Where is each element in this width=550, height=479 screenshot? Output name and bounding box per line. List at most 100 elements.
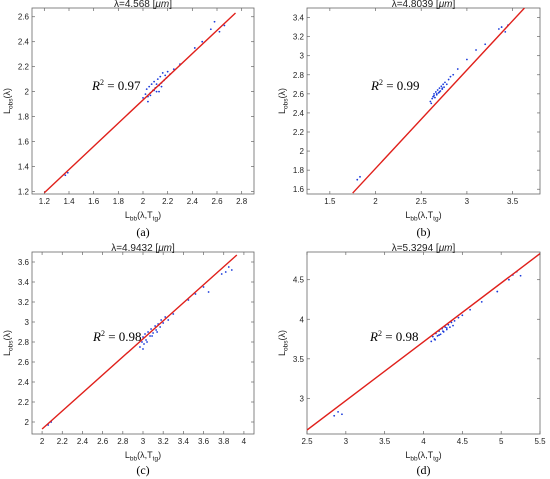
data-point [207, 291, 210, 293]
data-point [213, 20, 216, 23]
data-point [164, 316, 167, 318]
r-squared-annotation: R2 = 0.99 [370, 78, 420, 93]
data-point [431, 335, 434, 338]
x-tick-label: 2.6 [97, 437, 109, 446]
chart-title: λ=4.568 [μm] [114, 0, 172, 10]
data-point [453, 319, 456, 322]
chart-title: λ=4.9432 [μm] [111, 243, 175, 254]
data-point [440, 85, 443, 88]
x-tick-label: 2.5 [416, 197, 428, 206]
y-tick-label: 2.4 [293, 109, 305, 118]
data-point [456, 68, 459, 70]
x-tick-label: 3.2 [158, 437, 170, 446]
data-point [452, 324, 454, 327]
x-tick-label: 1.8 [113, 197, 125, 206]
plot-area-c [31, 251, 255, 435]
data-point [156, 331, 159, 333]
data-point [333, 414, 336, 417]
x-tick-label: 2 [141, 197, 146, 206]
chart-title: λ=5.3294 [μm] [392, 243, 456, 254]
x-tick-label: 5.5 [534, 437, 546, 446]
y-tick-label: 2.8 [293, 71, 305, 80]
r-squared-annotation: R2 = 0.97 [91, 78, 141, 93]
data-point [443, 86, 445, 89]
chart-title: λ=4.8039 [μm] [392, 0, 456, 10]
data-point [154, 325, 157, 327]
data-point [433, 92, 435, 95]
data-point [143, 343, 145, 345]
y-axis-label: Lobs(λ) [277, 330, 290, 356]
x-tick-label: 2.8 [236, 197, 248, 206]
data-point [145, 339, 147, 341]
data-point [449, 75, 452, 78]
y-tick-label: 1.4 [18, 163, 30, 172]
x-tick-label: 2 [40, 437, 45, 446]
data-point [153, 80, 156, 83]
data-point [155, 329, 158, 331]
data-point [444, 326, 447, 329]
data-point [504, 30, 507, 33]
r-squared-annotation: R2 = 0.98 [92, 329, 142, 344]
scatter-series-c [47, 266, 233, 426]
y-tick-label: 2.8 [18, 338, 30, 347]
y-tick-label: 3.2 [18, 298, 30, 307]
data-point [442, 83, 445, 86]
x-tick-label: 2.4 [187, 197, 199, 206]
data-point [151, 335, 153, 337]
y-tick-label: 3.6 [18, 258, 30, 267]
x-tick-label: 4.5 [457, 437, 469, 446]
data-point [156, 78, 159, 81]
fit-line [352, 8, 525, 194]
data-point [209, 28, 212, 31]
data-point [519, 274, 522, 277]
data-point [447, 323, 450, 326]
data-point [434, 96, 436, 99]
x-tick-label: 2.8 [117, 437, 129, 446]
data-point [445, 328, 448, 331]
y-tick-label: 2.2 [293, 128, 305, 137]
y-tick-label: 3.4 [18, 278, 30, 287]
data-point [457, 316, 460, 319]
data-point [230, 269, 233, 271]
x-tick-label: 2.6 [211, 197, 223, 206]
chart-panel-b: 1.5 2 2.5 3 3.5 1.6 1.8 2 2.2 2.4 2.6 2.8 3 3.2 3.4 λ=4… [277, 0, 541, 239]
panel-caption: (b) [417, 225, 431, 239]
data-point [193, 47, 196, 49]
data-point [158, 90, 160, 93]
x-tick-label: 2.2 [57, 437, 69, 446]
data-point [430, 340, 433, 343]
data-point [149, 335, 151, 337]
y-axis-label: Lobs(λ) [277, 88, 290, 114]
plot-area-a [31, 7, 255, 195]
data-point [162, 322, 165, 324]
data-point [430, 102, 433, 105]
y-tick-label: 3.5 [293, 355, 305, 364]
y-tick-label: 1.8 [293, 166, 305, 175]
y-tick-label: 2 [25, 88, 30, 97]
x-tick-label: 3.8 [218, 437, 230, 446]
fit-line [307, 253, 540, 431]
data-point [436, 89, 439, 91]
data-point [142, 336, 144, 338]
data-point [66, 171, 69, 174]
data-point [220, 273, 223, 275]
chart-panel-a: 1.2 1.4 1.6 1.8 2 2.2 2.4 2.6 2.8 1.2 1.4 1.6 1.8 2 2.… [2, 0, 255, 239]
data-point [139, 346, 141, 348]
data-point [172, 313, 175, 315]
y-tick-label: 2.2 [18, 398, 30, 407]
data-point [64, 174, 67, 177]
data-point [496, 290, 499, 293]
y-tick-label: 1.6 [293, 185, 305, 194]
data-point [194, 293, 197, 295]
y-tick-label: 3.2 [293, 33, 305, 42]
data-point [434, 91, 437, 93]
panel-caption: (d) [417, 463, 431, 477]
data-point [159, 75, 162, 78]
data-point [227, 266, 230, 268]
chart-panel-c: 2 2.2 2.4 2.6 2.8 3 3.2 3.4 3.6 3.8 4 2 2.2 2.4 2.6 2.8… [2, 243, 255, 477]
data-point [147, 100, 149, 103]
data-point [442, 330, 444, 333]
x-tick-label: 2.5 [301, 437, 313, 446]
y-tick-label: 2 [25, 418, 30, 427]
